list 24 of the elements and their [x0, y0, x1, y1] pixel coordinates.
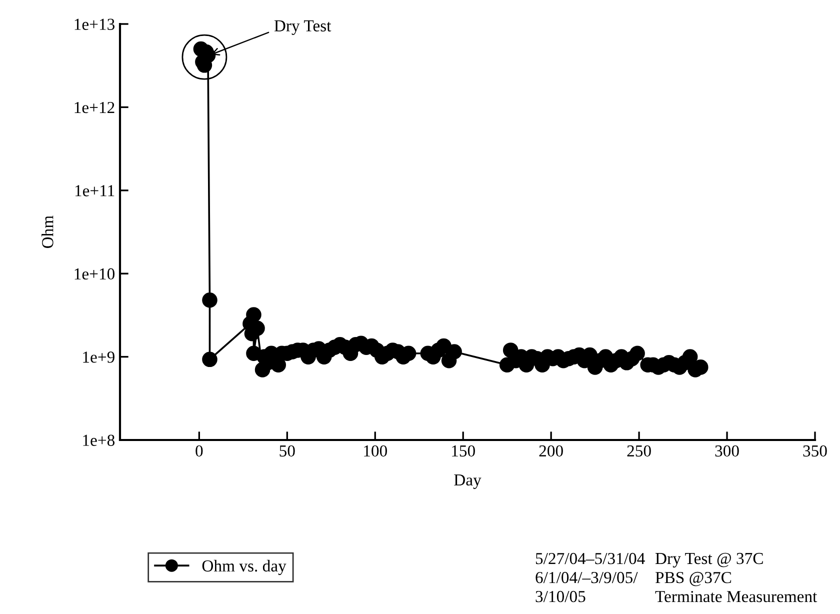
y-tick-label: 1e+11 [75, 185, 114, 196]
x-tick-label: 300 [715, 445, 739, 457]
text: 6/1/04/–3/9/05/ [536, 572, 638, 584]
x-tick-label: 50 [280, 445, 295, 457]
legend-label: Ohm vs. day [202, 560, 286, 575]
x-tick-label: 250 [627, 445, 651, 457]
y-tick-label: 1e+10 [74, 268, 115, 280]
y-tick-label: 1e+13 [74, 18, 114, 30]
y-tick-label: 1e+12 [74, 102, 114, 114]
x-axis-title: Day [454, 474, 482, 489]
x-tick-label: 350 [803, 445, 827, 457]
text: 5/27/04–5/31/04 [536, 552, 645, 564]
y-tick-label: 1e+8 [83, 434, 115, 446]
x-tick-label: 100 [364, 445, 387, 457]
text: PBS @37C [655, 572, 732, 586]
x-tick-label: 0 [196, 445, 203, 457]
text: 3/10/05 [536, 590, 586, 602]
y-axis-title: Ohm [42, 216, 54, 248]
x-tick-label: 200 [539, 445, 563, 457]
text: Terminate Measurement [655, 590, 818, 602]
annotation: Dry Test [274, 20, 332, 35]
text: Dry Test @ 37C [655, 552, 763, 568]
y-tick-label: 1e+9 [83, 352, 114, 363]
x-tick-label: 150 [452, 445, 475, 457]
